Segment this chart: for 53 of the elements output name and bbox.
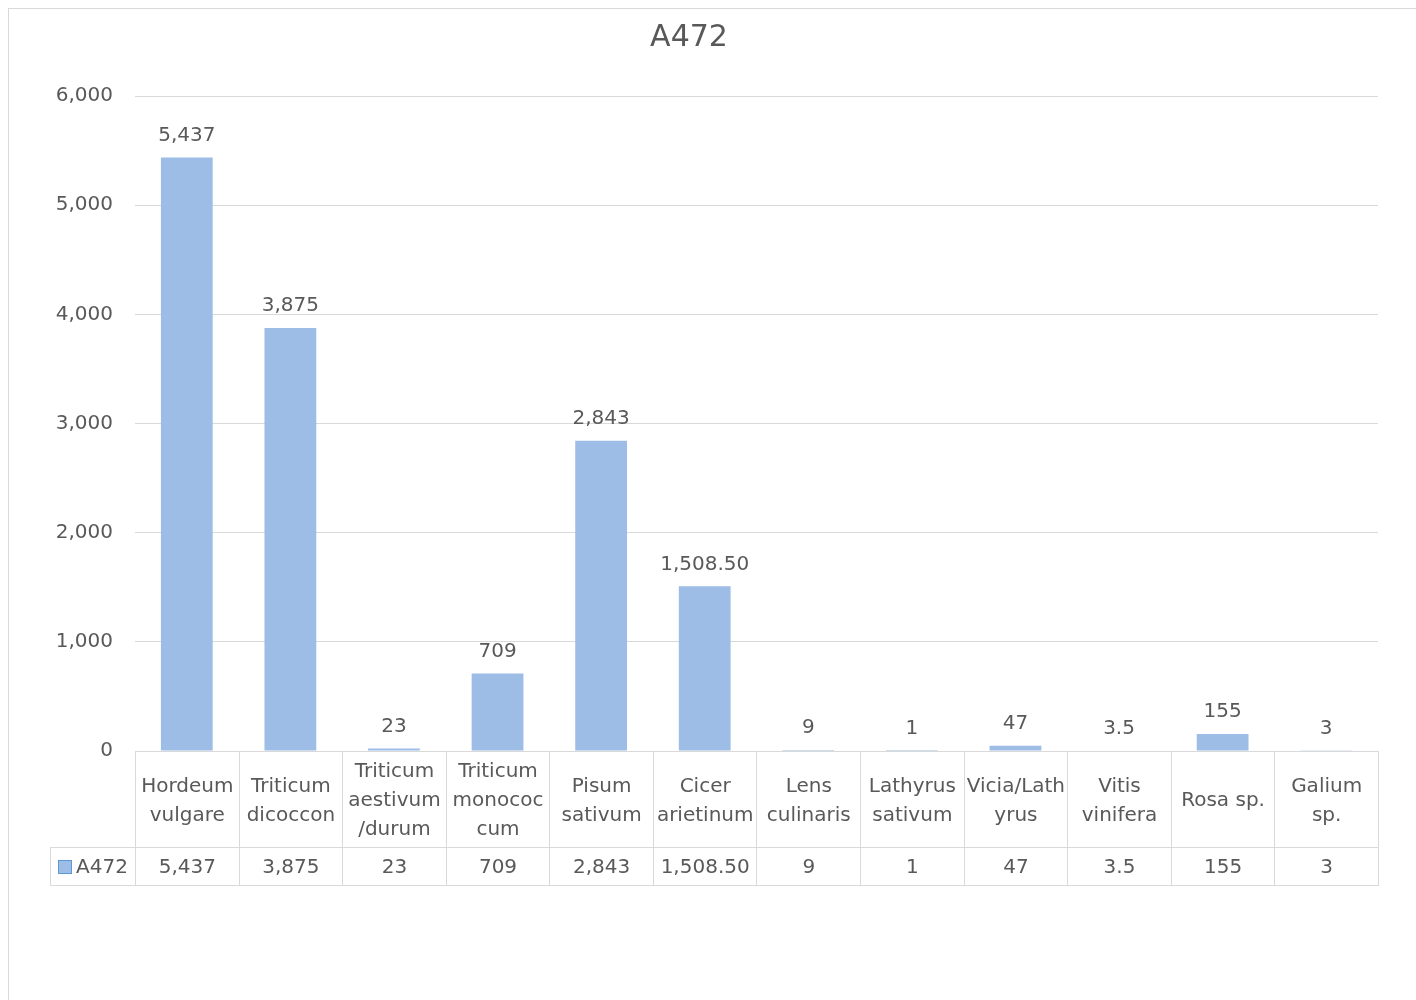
y-tick-label: 4,000 <box>55 300 113 325</box>
text: 23 <box>381 712 407 737</box>
data-label: 3,875 <box>239 847 343 886</box>
y-tick-label: 6,000 <box>55 82 113 107</box>
data-label: 2,843 <box>549 847 654 886</box>
text: 155 <box>1203 698 1242 723</box>
data-label: 47 <box>964 847 1068 886</box>
bar <box>160 157 213 751</box>
text: 9 <box>801 714 815 739</box>
data-label: 155 <box>1171 847 1275 886</box>
text: 2,843 <box>572 404 630 429</box>
data-label: 5,437 <box>135 847 240 886</box>
bar <box>1196 734 1249 751</box>
data-label: 1,508.50 <box>653 847 757 886</box>
x-tick-label: Triticum monococcum <box>446 751 550 848</box>
bar <box>989 745 1042 751</box>
y-tick-label: 2,000 <box>55 518 113 543</box>
text: 5,437 <box>158 121 216 146</box>
y-tick-label: 5,000 <box>55 191 113 216</box>
x-tick-label: Lathyrus sativum <box>860 751 965 848</box>
bar <box>368 748 420 751</box>
x-tick-label: Pisum sativum <box>549 751 654 848</box>
x-tick-label: Vicia/Lathyrus <box>964 751 1068 848</box>
data-label: 3.5 <box>1067 847 1172 886</box>
data-label: 9 <box>756 847 861 886</box>
text: 47 <box>1002 710 1029 735</box>
chart-title: A472 <box>650 17 728 53</box>
text: 1 <box>905 715 919 740</box>
y-tick-label: 3,000 <box>55 409 113 434</box>
data-label: 23 <box>342 847 447 886</box>
x-tick-label: Galium sp. <box>1274 751 1379 848</box>
data-label: 3 <box>1274 847 1379 886</box>
x-tick-label: Cicer arietinum <box>653 751 757 848</box>
x-tick-label: Triticum dicoccon <box>239 751 343 848</box>
data-label: 1 <box>860 847 965 886</box>
x-tick-label: Vitis vinifera <box>1067 751 1172 848</box>
data-label: 709 <box>446 847 550 886</box>
bar <box>264 327 317 751</box>
text: 709 <box>478 637 517 662</box>
bar <box>678 586 731 751</box>
x-tick-label: Triticum aestivum/durum <box>342 751 447 848</box>
text: 3 <box>1319 714 1333 739</box>
bar <box>471 673 524 751</box>
x-tick-label: Rosa sp. <box>1171 751 1275 848</box>
legend-label: A472 <box>50 847 136 886</box>
text: 3.5 <box>1103 714 1135 739</box>
text: 3,875 <box>261 292 320 317</box>
y-tick-label: 1,000 <box>55 628 113 653</box>
text: 1,508.50 <box>660 550 750 575</box>
y-tick-label: 0 <box>100 737 113 762</box>
x-tick-label: Hordeum vulgare <box>135 751 240 848</box>
bar <box>575 440 628 751</box>
x-tick-label: Lens culinaris <box>756 751 861 848</box>
